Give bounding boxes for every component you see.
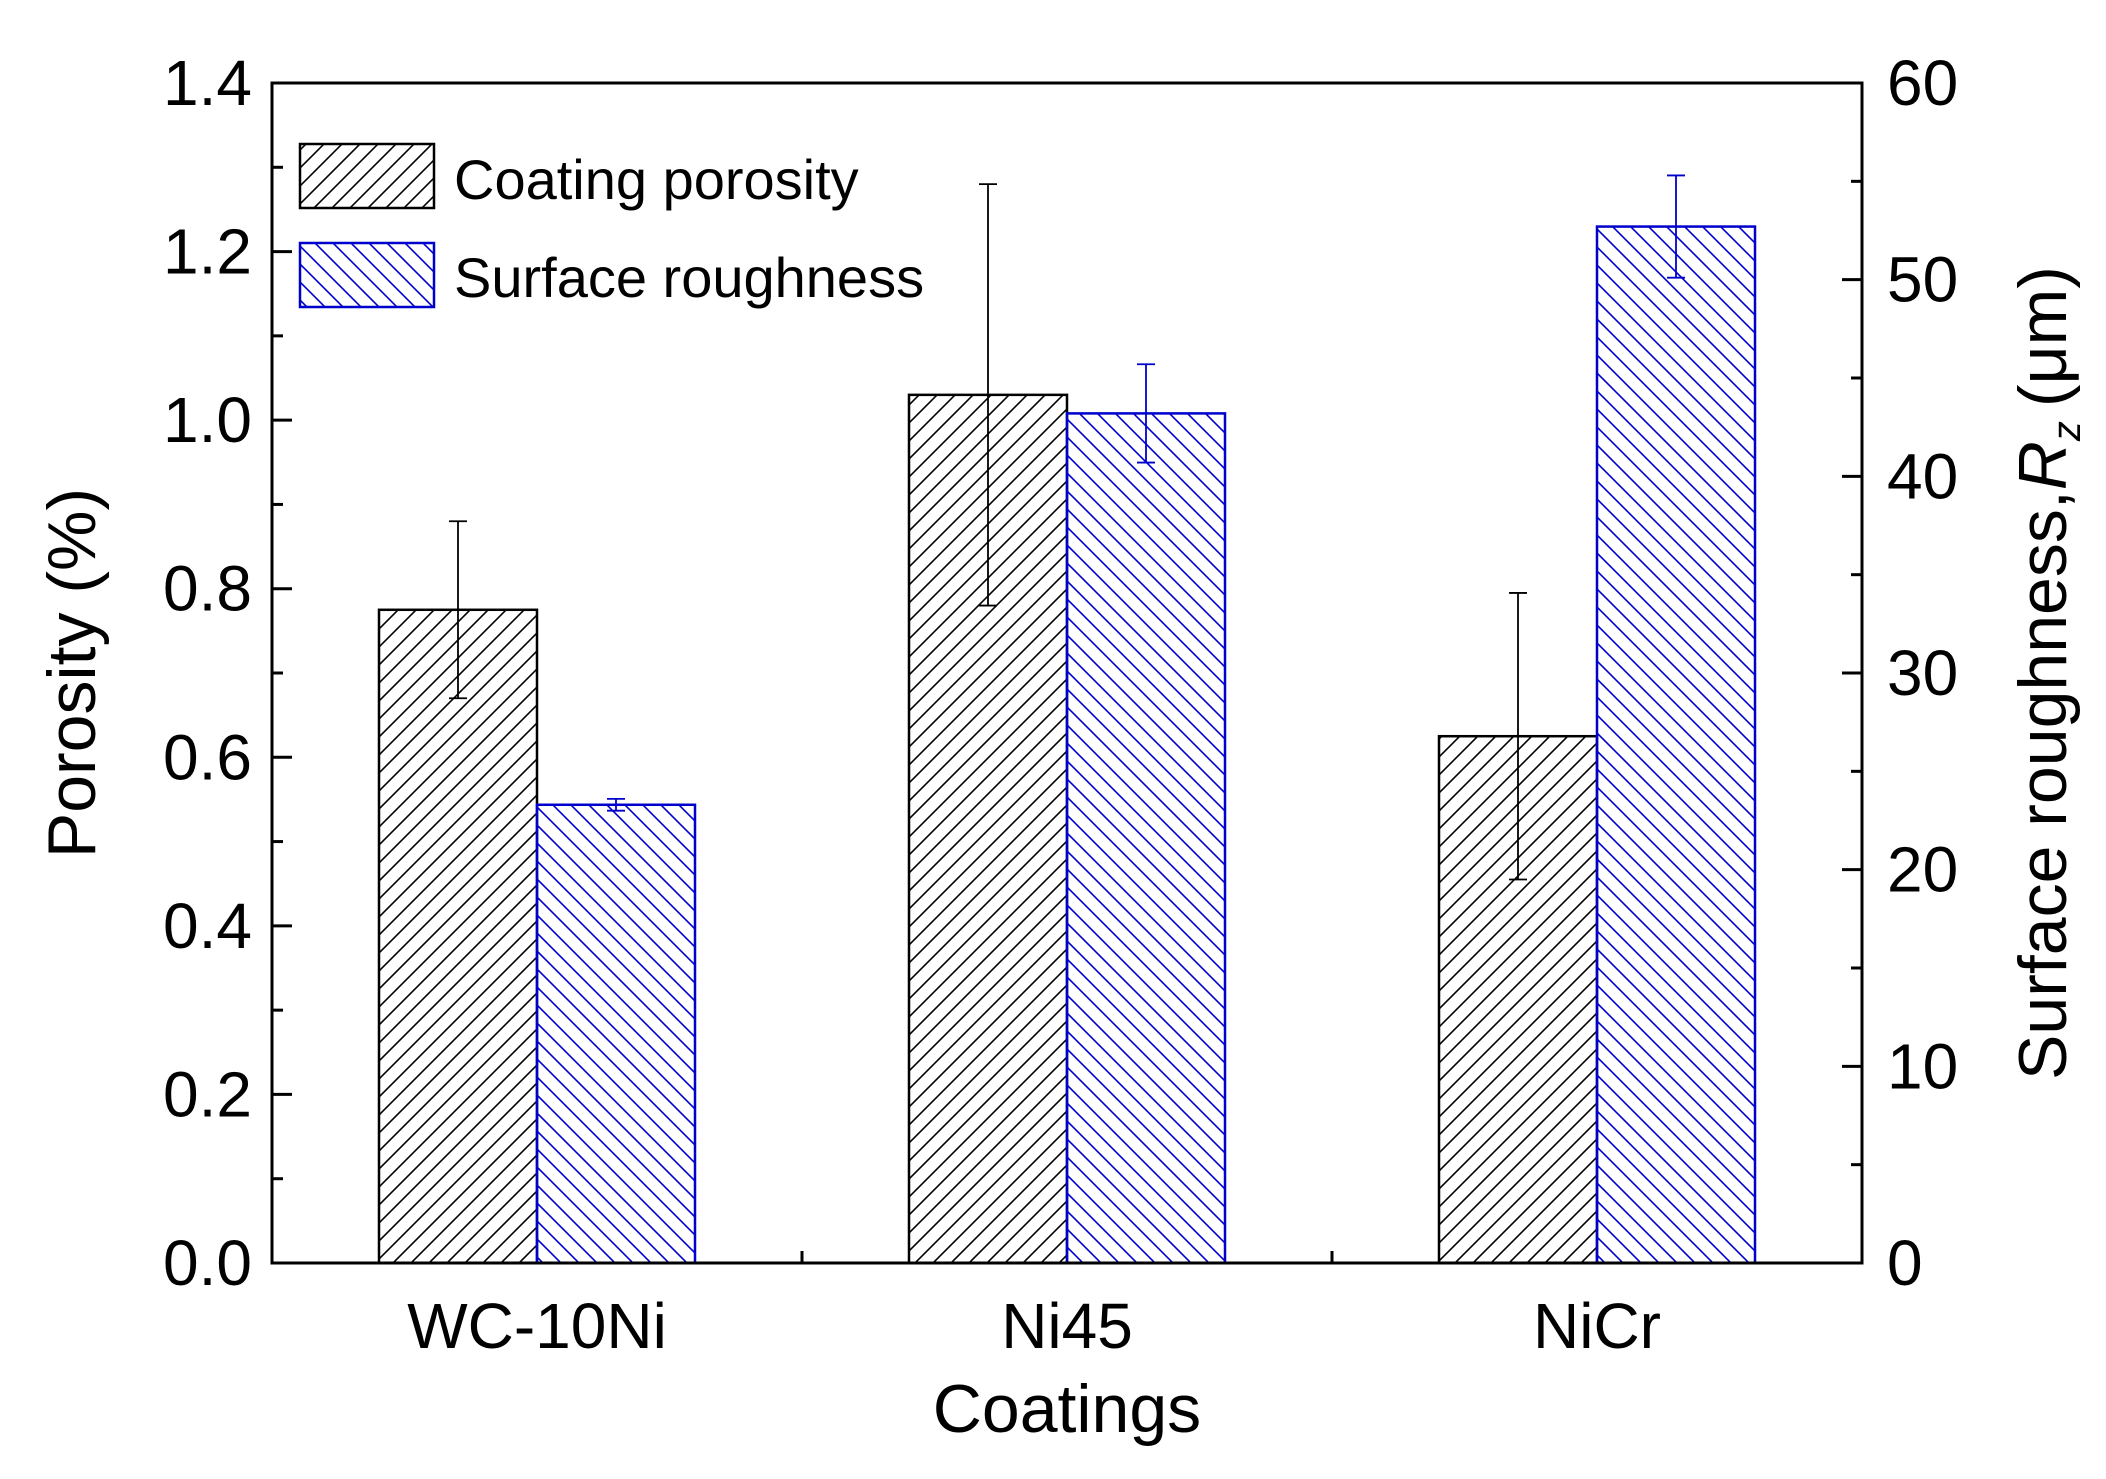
bar-porosity bbox=[377, 608, 539, 1265]
x-axis-ticks: WC-10Ni Ni45 NiCr bbox=[407, 1251, 1661, 1362]
left-tick-label: 1.0 bbox=[163, 384, 252, 456]
left-tick-label: 1.2 bbox=[163, 216, 252, 288]
right-axis-title-unit: (μm) bbox=[2005, 266, 2081, 407]
right-tick-label: 10 bbox=[1887, 1030, 1958, 1102]
right-tick-label: 40 bbox=[1887, 440, 1958, 512]
x-axis-title: Coatings bbox=[933, 1371, 1201, 1447]
legend-swatch-porosity bbox=[298, 142, 436, 210]
left-axis-ticks: 0.0 0.2 0.4 0.6 0.8 1.0 1.2 1.4 bbox=[163, 47, 292, 1299]
legend-label-roughness: Surface roughness bbox=[454, 246, 924, 309]
right-tick-label: 0 bbox=[1887, 1227, 1923, 1299]
left-tick-label: 0.0 bbox=[163, 1227, 252, 1299]
category-label: WC-10Ni bbox=[407, 1290, 667, 1362]
bar-roughness bbox=[1065, 412, 1227, 1265]
right-tick-label: 50 bbox=[1887, 244, 1958, 316]
category-label: Ni45 bbox=[1001, 1290, 1133, 1362]
left-tick-label: 0.8 bbox=[163, 553, 252, 625]
left-tick-label: 1.4 bbox=[163, 47, 252, 119]
right-axis-title: Surface roughness,Rz (μm) bbox=[2005, 266, 2089, 1080]
bar-roughness bbox=[1595, 225, 1757, 1265]
legend-label-porosity: Coating porosity bbox=[454, 148, 859, 211]
errorbars-layer bbox=[449, 174, 1685, 881]
bars-layer bbox=[377, 225, 1757, 1265]
right-tick-label: 20 bbox=[1887, 834, 1958, 906]
right-axis-title-main: Surface roughness, bbox=[2005, 490, 2081, 1080]
right-axis-ticks: 0 10 20 30 40 50 60 bbox=[1842, 47, 1958, 1299]
right-tick-label: 60 bbox=[1887, 47, 1958, 119]
category-label: NiCr bbox=[1533, 1290, 1661, 1362]
left-tick-label: 0.4 bbox=[163, 890, 252, 962]
bar-roughness bbox=[535, 803, 697, 1265]
left-tick-label: 0.6 bbox=[163, 721, 252, 793]
left-axis-title: Porosity (%) bbox=[34, 488, 110, 858]
legend: Coating porosity Surface roughness bbox=[298, 142, 924, 309]
right-axis-title-var: R bbox=[2005, 441, 2081, 490]
right-tick-label: 30 bbox=[1887, 637, 1958, 709]
right-axis-title-sub: z bbox=[2045, 421, 2089, 442]
left-tick-label: 0.2 bbox=[163, 1058, 252, 1130]
legend-swatch-roughness bbox=[298, 241, 436, 309]
